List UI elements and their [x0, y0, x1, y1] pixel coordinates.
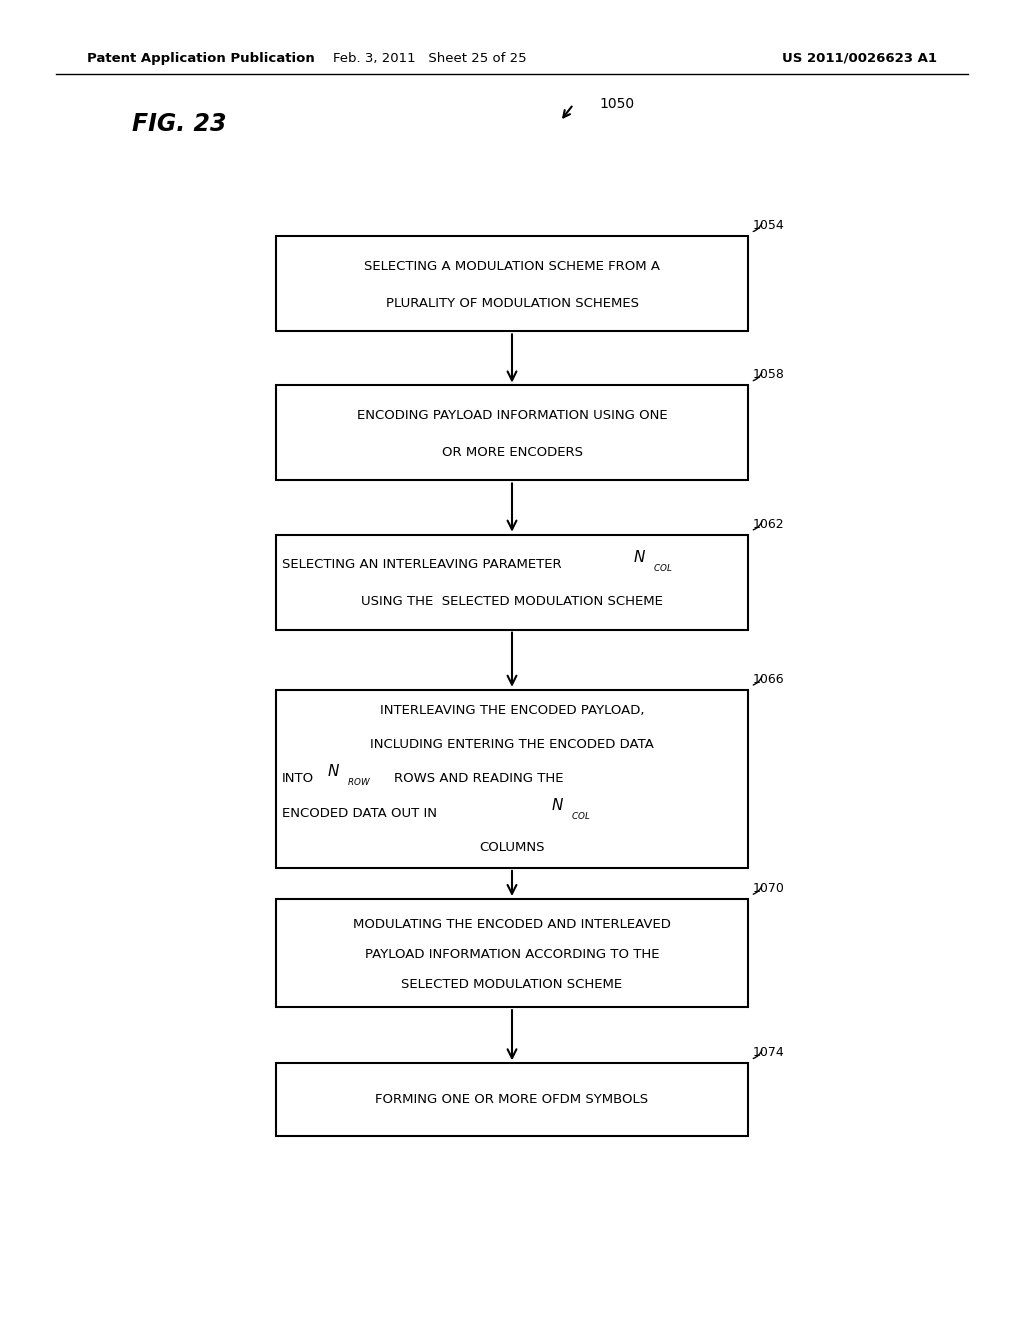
Text: PAYLOAD INFORMATION ACCORDING TO THE: PAYLOAD INFORMATION ACCORDING TO THE — [365, 948, 659, 961]
Bar — [276, 385, 748, 480]
Text: $N$: $N$ — [551, 797, 564, 813]
Text: SELECTED MODULATION SCHEME: SELECTED MODULATION SCHEME — [401, 978, 623, 991]
Text: 1074: 1074 — [753, 1047, 784, 1059]
Text: 1054: 1054 — [753, 219, 784, 232]
Text: Patent Application Publication: Patent Application Publication — [87, 51, 314, 65]
Text: MODULATING THE ENCODED AND INTERLEAVED: MODULATING THE ENCODED AND INTERLEAVED — [353, 917, 671, 931]
Bar — [276, 689, 748, 869]
Text: OR MORE ENCODERS: OR MORE ENCODERS — [441, 446, 583, 459]
Bar — [276, 1064, 748, 1135]
Text: ENCODING PAYLOAD INFORMATION USING ONE: ENCODING PAYLOAD INFORMATION USING ONE — [356, 409, 668, 422]
Text: 1058: 1058 — [753, 368, 784, 381]
Text: $_{COL}$: $_{COL}$ — [571, 809, 591, 822]
Text: 1050: 1050 — [599, 98, 634, 111]
Text: US 2011/0026623 A1: US 2011/0026623 A1 — [782, 51, 937, 65]
Text: $N$: $N$ — [327, 763, 340, 779]
Text: INTO: INTO — [282, 772, 313, 785]
Text: $N$: $N$ — [633, 549, 646, 565]
Text: $_{COL}$: $_{COL}$ — [653, 561, 673, 574]
Text: ROWS AND READING THE: ROWS AND READING THE — [394, 772, 564, 785]
Bar — [276, 535, 748, 630]
Text: 1070: 1070 — [753, 882, 784, 895]
Text: SELECTING A MODULATION SCHEME FROM A: SELECTING A MODULATION SCHEME FROM A — [364, 260, 660, 273]
Text: INCLUDING ENTERING THE ENCODED DATA: INCLUDING ENTERING THE ENCODED DATA — [370, 738, 654, 751]
Text: PLURALITY OF MODULATION SCHEMES: PLURALITY OF MODULATION SCHEMES — [385, 297, 639, 310]
Text: Feb. 3, 2011   Sheet 25 of 25: Feb. 3, 2011 Sheet 25 of 25 — [333, 51, 527, 65]
Text: ENCODED DATA OUT IN: ENCODED DATA OUT IN — [282, 807, 436, 820]
Text: $_{ROW}$: $_{ROW}$ — [347, 775, 371, 788]
Bar — [276, 236, 748, 331]
Text: 1066: 1066 — [753, 673, 784, 686]
Text: FIG. 23: FIG. 23 — [132, 112, 226, 136]
Text: FORMING ONE OR MORE OFDM SYMBOLS: FORMING ONE OR MORE OFDM SYMBOLS — [376, 1093, 648, 1106]
Text: 1062: 1062 — [753, 517, 784, 531]
Text: SELECTING AN INTERLEAVING PARAMETER: SELECTING AN INTERLEAVING PARAMETER — [282, 558, 561, 572]
Text: INTERLEAVING THE ENCODED PAYLOAD,: INTERLEAVING THE ENCODED PAYLOAD, — [380, 704, 644, 717]
Text: USING THE  SELECTED MODULATION SCHEME: USING THE SELECTED MODULATION SCHEME — [361, 595, 663, 609]
Text: COLUMNS: COLUMNS — [479, 841, 545, 854]
Bar — [276, 899, 748, 1007]
